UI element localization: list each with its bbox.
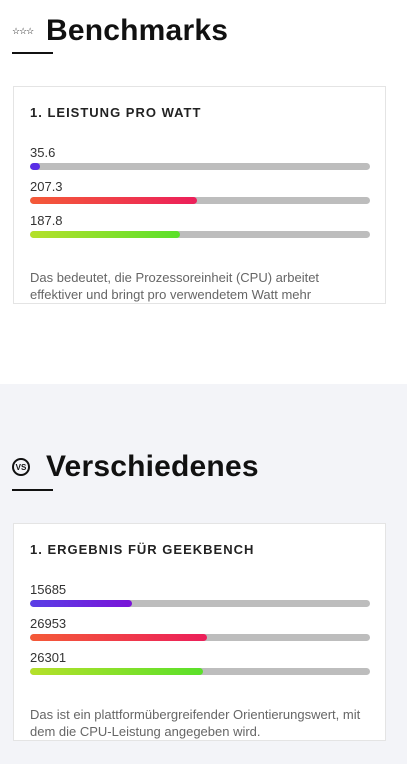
card-title: 1. LEISTUNG PRO WATT [30, 105, 202, 120]
progress-bar [30, 197, 370, 204]
geekbench-card: 1. ERGEBNIS FÜR GEEKBENCH 15685 26953 26… [13, 523, 386, 741]
stars-icon: ☆☆☆ [12, 25, 34, 36]
misc-heading: VS Verschiedenes [12, 452, 259, 482]
progress-fill [30, 197, 197, 204]
card-description: Das bedeutet, die Prozessoreinheit (CPU)… [30, 270, 320, 302]
card-description: Das ist ein plattformübergreifender Orie… [30, 707, 361, 739]
heading-underline [12, 52, 53, 54]
progress-fill [30, 600, 132, 607]
misc-title: Verschiedenes [46, 450, 259, 483]
benchmarks-title: Benchmarks [46, 14, 229, 47]
progress-fill [30, 231, 180, 238]
metric-value: 26953 [30, 616, 67, 631]
vs-icon: VS [12, 458, 42, 476]
progress-bar [30, 668, 370, 675]
card-title: 1. ERGEBNIS FÜR GEEKBENCH [30, 542, 255, 557]
metric-value: 207.3 [30, 179, 63, 194]
metric-value: 35.6 [30, 145, 56, 160]
progress-bar [30, 600, 370, 607]
heading-underline [12, 489, 53, 491]
progress-fill [30, 163, 40, 170]
metric-value: 15685 [30, 582, 67, 597]
metric-value: 187.8 [30, 213, 63, 228]
benchmarks-heading: ☆☆☆ Benchmarks [12, 16, 228, 46]
progress-fill [30, 668, 204, 675]
progress-bar [30, 231, 370, 238]
benchmark-card: 1. LEISTUNG PRO WATT 35.6 207.3 187.8 Da… [13, 86, 386, 304]
progress-fill [30, 634, 207, 641]
benchmarks-section: ☆☆☆ Benchmarks 1. LEISTUNG PRO WATT 35.6… [12, 15, 386, 304]
metric-value: 26301 [30, 650, 67, 665]
progress-bar [30, 163, 370, 170]
misc-section: VS Verschiedenes 1. ERGEBNIS FÜR GEEKBEN… [0, 384, 407, 764]
progress-bar [30, 634, 370, 641]
